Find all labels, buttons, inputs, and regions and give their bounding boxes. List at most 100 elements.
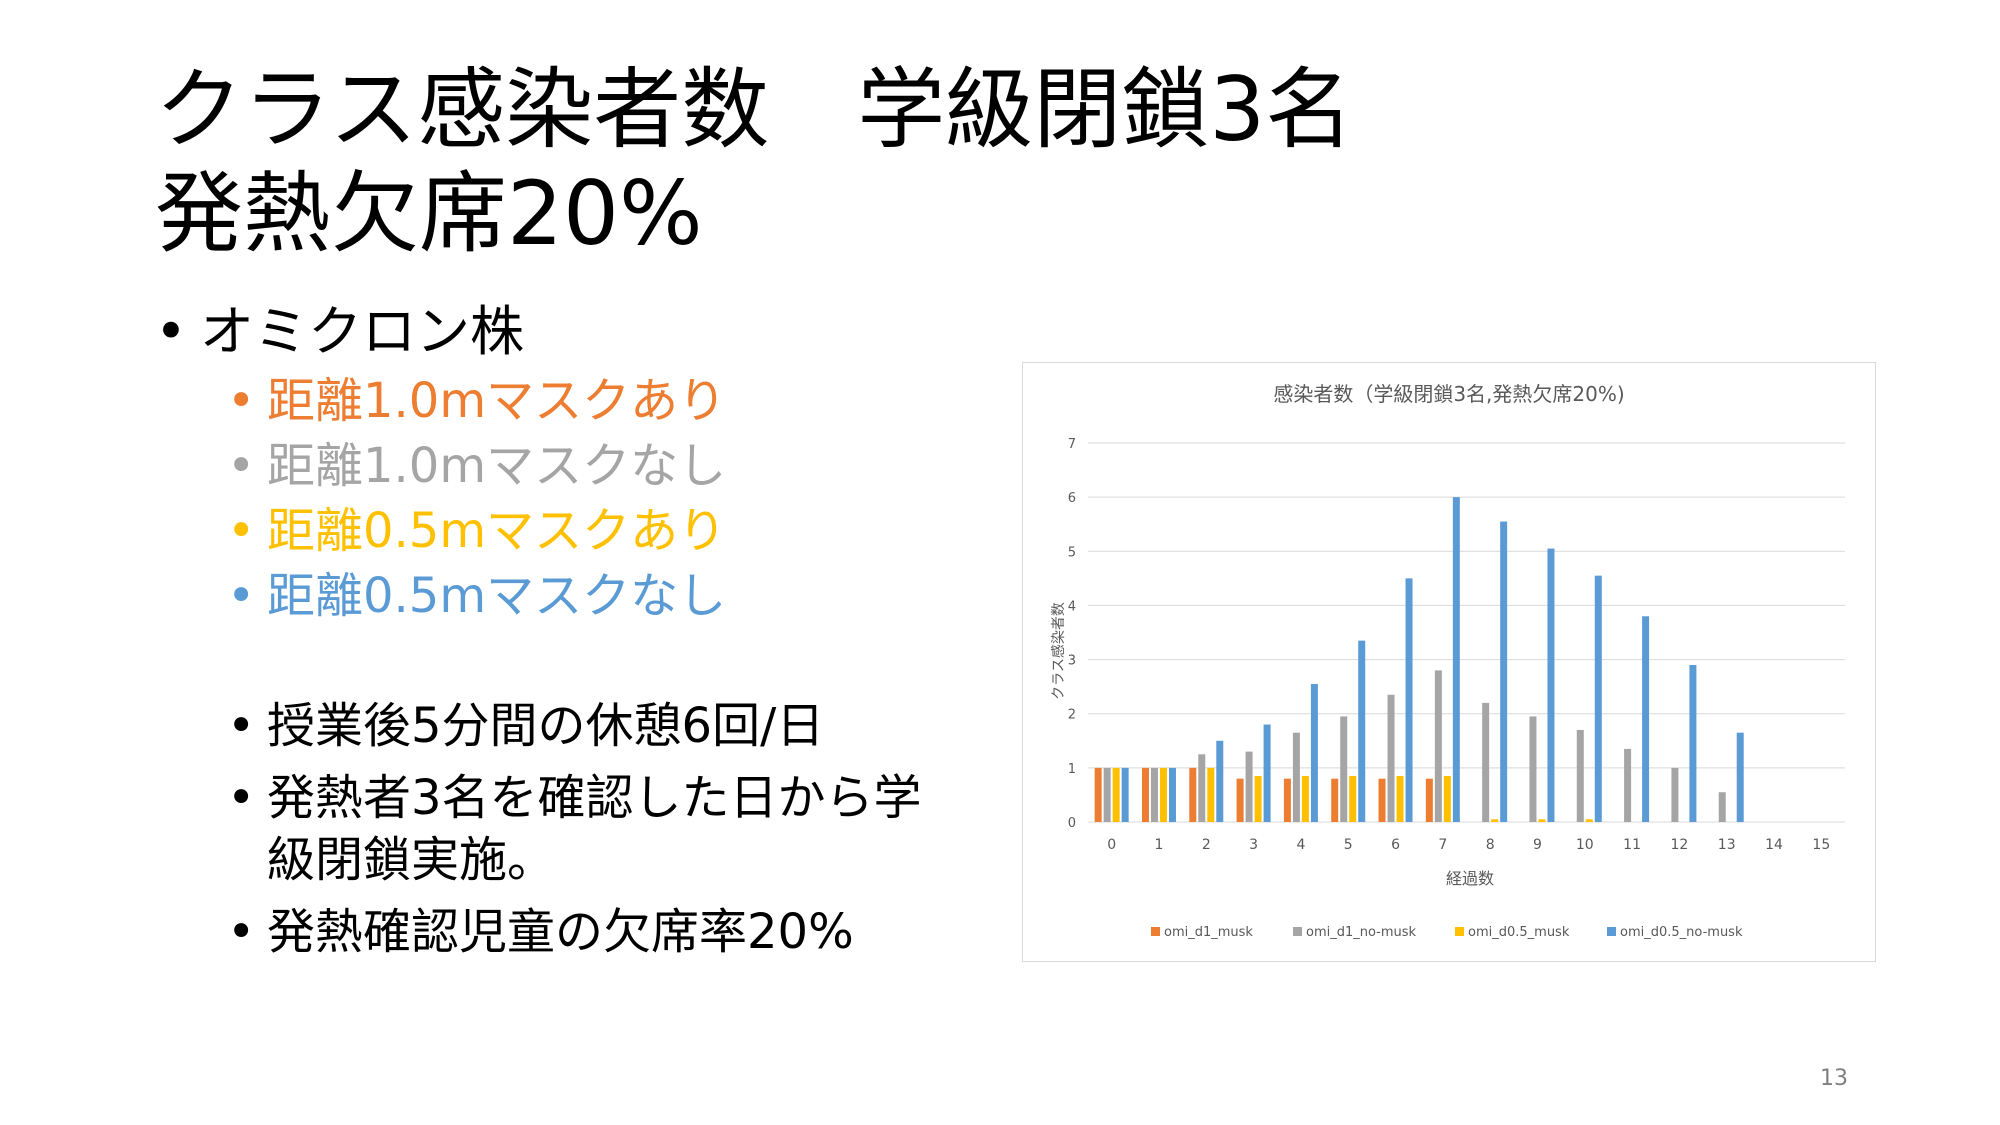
bar [1358, 640, 1366, 822]
x-tick-label: 8 [1486, 837, 1495, 853]
bar [1331, 778, 1339, 822]
note-item-text: 発熱者3名を確認した日から学級閉鎖実施。 [267, 770, 922, 888]
note-item: 授業後5分間の休憩6回/日 [227, 695, 967, 757]
bar [1576, 729, 1584, 822]
bar [1689, 664, 1697, 822]
condition-item: 距離0.5mマスクあり [227, 499, 726, 564]
bar [1434, 670, 1442, 822]
bar [1245, 751, 1253, 822]
y-tick-label: 5 [1068, 545, 1076, 560]
bar [1443, 775, 1451, 822]
x-tick-label: 7 [1438, 837, 1447, 853]
bar [1340, 716, 1348, 822]
bar [1491, 819, 1499, 822]
bar [1349, 775, 1357, 822]
bar [1585, 819, 1593, 822]
bullet-list: オミクロン株 距離1.0mマスクあり 距離1.0mマスクなし 距離0.5mマスク… [155, 295, 726, 629]
bar [1254, 775, 1262, 822]
chart-legend: omi_d1_musk omi_d1_no-musk omi_d0.5_musk om… [1151, 925, 1743, 940]
x-tick-label: 4 [1296, 837, 1305, 853]
x-tick-labels: 0 1 2 3 4 5 6 7 8 9 10 11 12 13 14 15 [1107, 837, 1830, 853]
page-number: 13 [1820, 1066, 1848, 1091]
y-tick-labels: 0 1 2 3 4 5 6 7 [1068, 437, 1076, 831]
bar [1396, 775, 1404, 822]
bar [1198, 754, 1206, 822]
x-tick-label: 6 [1391, 837, 1400, 853]
bar [1207, 767, 1215, 822]
condition-list: 距離1.0mマスクあり 距離1.0mマスクなし 距離0.5mマスクあり 距離0.… [155, 369, 726, 629]
bar [1094, 767, 1102, 822]
legend-label: omi_d0.5_no-musk [1620, 925, 1743, 940]
chart-bars [1094, 497, 1744, 822]
bar [1452, 497, 1460, 822]
legend-label: omi_d1_musk [1164, 925, 1253, 940]
bar [1624, 748, 1632, 822]
chart-title: 感染者数（学級閉鎖3名,発熱欠席20%) [1273, 382, 1624, 406]
legend-swatch [1607, 927, 1616, 936]
title-line-1: クラス感染者数 学級閉鎖3名 [155, 58, 1354, 161]
x-tick-label: 9 [1533, 837, 1542, 853]
title-line-2: 発熱欠席20% [155, 162, 703, 265]
bar [1310, 683, 1318, 822]
bar [1405, 578, 1413, 822]
bar [1718, 792, 1726, 822]
y-tick-label: 3 [1068, 654, 1076, 669]
x-tick-label: 12 [1670, 837, 1688, 853]
bar [1529, 716, 1537, 822]
bar [1387, 694, 1395, 822]
note-item: 発熱確認児童の欠席率20% [227, 901, 967, 963]
bar [1263, 724, 1271, 822]
bar [1141, 767, 1149, 822]
condition-item: 距離1.0mマスクなし [227, 434, 726, 499]
legend-swatch [1293, 927, 1302, 936]
bullet-omicron: オミクロン株 [155, 295, 726, 369]
note-item: 発熱者3名を確認した日から学級閉鎖実施。 [227, 767, 967, 891]
bar [1482, 702, 1490, 822]
x-tick-label: 10 [1576, 837, 1594, 853]
bar [1594, 575, 1602, 822]
note-list: 授業後5分間の休憩6回/日 発熱者3名を確認した日から学級閉鎖実施。 発熱確認児… [227, 695, 967, 973]
condition-item: 距離0.5mマスクなし [227, 564, 726, 629]
y-tick-label: 7 [1068, 437, 1076, 452]
bar [1301, 775, 1309, 822]
legend-label: omi_d0.5_musk [1468, 925, 1570, 940]
x-tick-label: 1 [1155, 837, 1164, 853]
x-tick-label: 2 [1202, 837, 1211, 853]
bar [1292, 732, 1300, 822]
bar [1112, 767, 1120, 822]
x-tick-label: 0 [1107, 837, 1116, 853]
bar [1642, 616, 1650, 822]
y-axis-label: クラス感染者数 [1050, 602, 1067, 700]
condition-item: 距離1.0mマスクあり [227, 369, 726, 434]
legend-swatch [1151, 927, 1160, 936]
x-tick-label: 13 [1718, 837, 1736, 853]
bar [1216, 740, 1224, 822]
bar [1736, 732, 1744, 822]
y-tick-label: 4 [1068, 599, 1076, 614]
bar [1283, 778, 1291, 822]
bullet-omicron-text: オミクロン株 [200, 300, 524, 363]
bar [1500, 521, 1508, 822]
bar [1378, 778, 1386, 822]
legend-label: omi_d1_no-musk [1306, 925, 1417, 940]
x-tick-label: 5 [1344, 837, 1353, 853]
y-tick-label: 2 [1068, 708, 1076, 723]
bar [1168, 767, 1176, 822]
bar [1159, 767, 1167, 822]
x-tick-label: 3 [1249, 837, 1258, 853]
bar [1425, 778, 1433, 822]
x-tick-label: 15 [1812, 837, 1830, 853]
bar [1236, 778, 1244, 822]
bar [1671, 767, 1679, 822]
y-tick-label: 6 [1068, 491, 1076, 506]
x-axis-label: 経過数 [1446, 869, 1494, 888]
x-tick-label: 11 [1623, 837, 1641, 853]
bar [1103, 767, 1111, 822]
y-tick-label: 0 [1068, 816, 1076, 831]
bar [1547, 548, 1555, 822]
bar [1538, 819, 1546, 822]
legend-swatch [1455, 927, 1464, 936]
bar [1189, 767, 1197, 822]
